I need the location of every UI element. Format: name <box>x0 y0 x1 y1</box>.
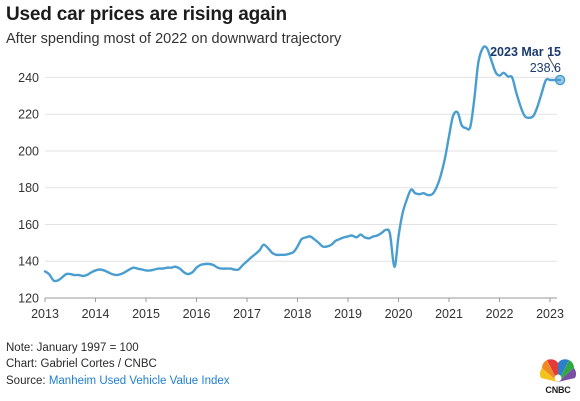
footer-source: Source: Manheim Used Vehicle Value Index <box>6 375 230 387</box>
y-tick-label-240: 240 <box>18 71 39 85</box>
y-tick-labels: 120 140 160 180 200 220 240 <box>18 71 39 306</box>
cnbc-logo: CNBC <box>539 356 577 398</box>
x-tick-label-2018: 2018 <box>284 307 312 321</box>
logo-text: CNBC <box>545 385 571 395</box>
y-tick-label-220: 220 <box>18 108 39 122</box>
y-tick-label-200: 200 <box>18 144 39 158</box>
x-ticks <box>44 298 551 302</box>
series-line-0 <box>43 45 562 283</box>
x-tick-label-2021: 2021 <box>435 307 463 321</box>
x-tick-label-2014: 2014 <box>82 307 110 321</box>
peacock-icon <box>539 359 577 382</box>
source-link[interactable]: Manheim Used Vehicle Value Index <box>48 375 230 387</box>
x-tick-label-2013: 2013 <box>31 307 59 321</box>
x-tick-label-2017: 2017 <box>233 307 261 321</box>
chart-subtitle: After spending most of 2022 on downward … <box>6 31 342 47</box>
annotation-leader <box>547 55 557 71</box>
annotation-point <box>554 74 566 86</box>
y-tick-label-180: 180 <box>18 181 39 195</box>
source-prefix: Source: <box>6 375 49 387</box>
annotation-value: 238.6 <box>530 61 561 75</box>
x-tick-label-2019: 2019 <box>334 307 362 321</box>
x-tick-label-2020: 2020 <box>385 307 413 321</box>
y-tick-label-140: 140 <box>18 255 39 269</box>
x-tick-label-2015: 2015 <box>132 307 160 321</box>
gridlines <box>45 76 557 299</box>
annotation-label: 2023 Mar 15 <box>490 45 561 59</box>
footer-credit: Chart: Gabriel Cortes / CNBC <box>6 358 157 370</box>
y-tick-label-120: 120 <box>18 292 39 306</box>
x-tick-label-2022: 2022 <box>486 307 514 321</box>
x-tick-labels: 2013 2014 2015 2016 2017 2018 2019 2020 2021 2022… <box>31 307 564 321</box>
footer-note: Note: January 1997 = 100 <box>6 342 139 354</box>
annotation: 2023 Mar 15 238.6 <box>490 45 566 86</box>
y-tick-label-160: 160 <box>18 218 39 232</box>
series-layer <box>43 45 562 283</box>
x-tick-label-2016: 2016 <box>183 307 211 321</box>
chart-title: Used car prices are rising again <box>6 4 287 25</box>
x-tick-label-2023: 2023 <box>536 307 564 321</box>
